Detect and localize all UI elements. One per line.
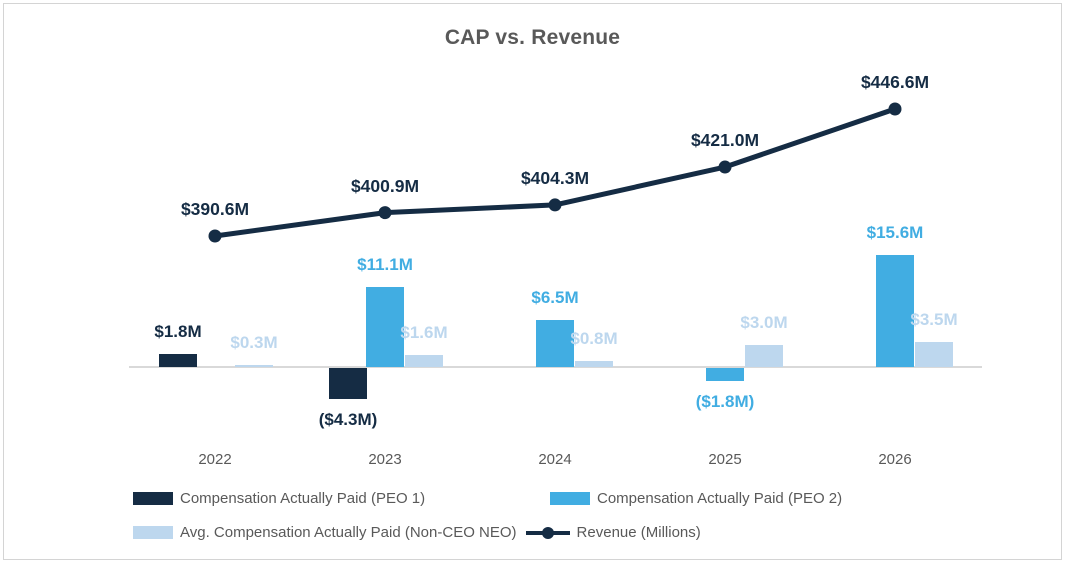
data-label-peo1-2023: ($4.3M): [318, 409, 378, 429]
legend-dot-icon: [541, 526, 554, 539]
data-label-neo-2023: $1.6M: [400, 323, 448, 343]
data-label-revenue-2024: $404.3M: [520, 167, 590, 188]
bar-neo-2025: [745, 345, 783, 367]
legend-label-neo: Avg. Compensation Actually Paid (Non-CEO…: [180, 524, 517, 541]
legend-label-peo1: Compensation Actually Paid (PEO 1): [180, 490, 426, 507]
data-label-peo2-2023: $11.1M: [357, 255, 413, 275]
x-axis-label-2023: 2023: [368, 451, 402, 468]
data-label-revenue-2026: $446.6M: [860, 71, 930, 92]
bar-peo2-2025: [706, 368, 744, 381]
data-label-peo1-2022: $1.8M: [154, 322, 202, 342]
revenue-point-2022: [208, 229, 222, 243]
legend-swatch-neo: [133, 526, 173, 539]
data-label-peo2-2025: ($1.8M): [695, 391, 755, 411]
data-label-neo-2024: $0.8M: [570, 329, 618, 349]
legend-item-peo1: Compensation Actually Paid (PEO 1): [133, 490, 425, 507]
chart-title: CAP vs. Revenue: [444, 26, 621, 49]
x-axis-line: [129, 366, 982, 368]
bar-peo2-2023: [366, 287, 404, 367]
revenue-point-2023: [378, 206, 392, 220]
revenue-point-2024: [548, 198, 562, 212]
data-label-revenue-2022: $390.6M: [180, 199, 250, 219]
bar-neo-2023: [405, 355, 443, 367]
data-label-revenue-2023: $400.9M: [350, 175, 420, 196]
legend-swatch-peo1: [133, 492, 173, 505]
bar-neo-2022: [235, 364, 273, 367]
legend-label-peo2: Compensation Actually Paid (PEO 2): [597, 490, 843, 507]
data-label-peo2-2026: $15.6M: [866, 222, 924, 242]
legend-line-marker-revenue: [525, 526, 570, 540]
legend-swatch-peo2: [550, 492, 590, 505]
legend-item-peo2: Compensation Actually Paid (PEO 2): [550, 490, 842, 507]
data-label-neo-2025: $3.0M: [740, 313, 788, 333]
data-label-revenue-2025: $421.0M: [690, 130, 760, 151]
data-label-peo2-2024: $6.5M: [531, 288, 579, 308]
legend-label-revenue: Revenue (Millions): [576, 524, 701, 541]
bar-neo-2024: [575, 361, 613, 367]
bar-peo1-2023: [329, 368, 367, 399]
bar-peo2-2026: [876, 254, 914, 367]
x-axis-label-2024: 2024: [538, 451, 572, 468]
data-label-neo-2022: $0.3M: [230, 332, 278, 352]
data-label-neo-2026: $3.5M: [910, 309, 958, 329]
x-axis-label-2022: 2022: [198, 451, 232, 468]
x-axis-label-2026: 2026: [878, 451, 912, 468]
bar-peo2-2024: [536, 320, 574, 367]
x-axis-label-2025: 2025: [708, 451, 742, 468]
bar-neo-2026: [915, 341, 953, 367]
revenue-point-2026: [888, 102, 902, 116]
revenue-point-2025: [718, 160, 732, 174]
bar-peo1-2022: [159, 354, 197, 367]
legend-row-2: Avg. Compensation Actually Paid (Non-CEO…: [133, 524, 701, 541]
